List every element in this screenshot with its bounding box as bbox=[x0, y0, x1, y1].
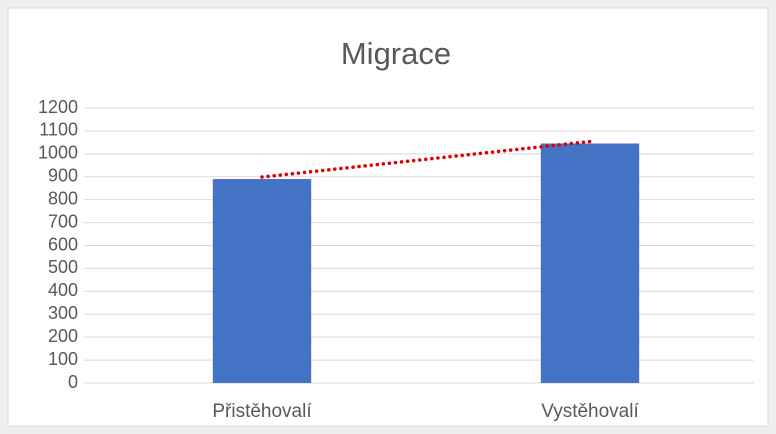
y-tick-label: 400 bbox=[48, 280, 78, 300]
y-tick-label: 1100 bbox=[39, 120, 78, 140]
y-tick-label: 600 bbox=[48, 234, 78, 254]
y-tick-label: 300 bbox=[48, 303, 78, 323]
y-tick-label: 800 bbox=[48, 188, 78, 208]
chart-title: Migrace bbox=[341, 36, 451, 71]
y-tick-label: 1200 bbox=[38, 97, 78, 117]
y-tick-label: 900 bbox=[48, 166, 78, 186]
y-tick-label: 700 bbox=[48, 211, 78, 231]
bar bbox=[212, 179, 312, 383]
trendline bbox=[260, 139, 592, 179]
chart-area bbox=[7, 7, 769, 427]
y-tick-label: 100 bbox=[48, 349, 78, 369]
y-tick-label: 1000 bbox=[38, 143, 78, 163]
y-tick-label: 500 bbox=[48, 257, 78, 277]
bar bbox=[540, 143, 640, 383]
y-tick-label: 200 bbox=[48, 326, 78, 346]
x-tick-label: Vystěhovalí bbox=[541, 401, 639, 422]
x-tick-label: Přistěhovalí bbox=[212, 401, 312, 422]
y-tick-label: 0 bbox=[68, 372, 78, 392]
